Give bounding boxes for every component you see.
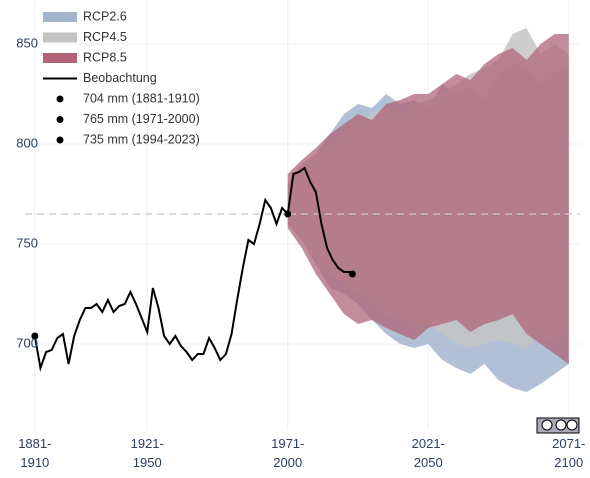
- legend-label: RCP8.5: [83, 50, 127, 64]
- legend-marker: [56, 95, 64, 103]
- y-tick-label: 850: [16, 35, 38, 50]
- legend-label: RCP4.5: [83, 30, 127, 44]
- point-marker: [284, 210, 292, 218]
- plot-area: [25, 0, 580, 430]
- x-tick-label: 2021-2050: [412, 436, 445, 470]
- point-marker: [348, 270, 356, 278]
- x-tick-label: 2071-2100: [552, 436, 585, 470]
- legend-label: RCP2.6: [83, 9, 127, 23]
- point-marker: [31, 332, 39, 340]
- y-tick-label: 750: [16, 235, 38, 250]
- x-tick-label: 1921-1950: [131, 436, 164, 470]
- badge-icon: [566, 419, 578, 431]
- legend-swatch: [43, 12, 77, 22]
- y-tick-label: 700: [16, 335, 38, 350]
- legend-label: 735 mm (1994-2023): [83, 132, 200, 146]
- legend-label: 765 mm (1971-2000): [83, 112, 200, 126]
- legend-marker: [56, 116, 64, 123]
- badge-icon: [555, 419, 567, 431]
- observation-line: [33, 166, 353, 372]
- x-tick-label: 1971-2000: [271, 436, 304, 470]
- y-tick-label: 800: [16, 135, 38, 150]
- legend-swatch: [43, 32, 77, 43]
- license-badge: [536, 417, 580, 434]
- legend-swatch: [43, 53, 77, 63]
- legend-marker: [56, 136, 64, 144]
- legend: RCP2.6 RCP4.5 RCP8.5 Beobachtung 704 mm (188…: [43, 9, 200, 146]
- legend-label: 704 mm (1881-1910): [83, 91, 200, 105]
- band-area: [287, 34, 569, 364]
- legend-label: Beobachtung: [83, 71, 157, 85]
- x-tick-label: 1881-1910: [18, 436, 51, 470]
- badge-icon: [541, 419, 553, 431]
